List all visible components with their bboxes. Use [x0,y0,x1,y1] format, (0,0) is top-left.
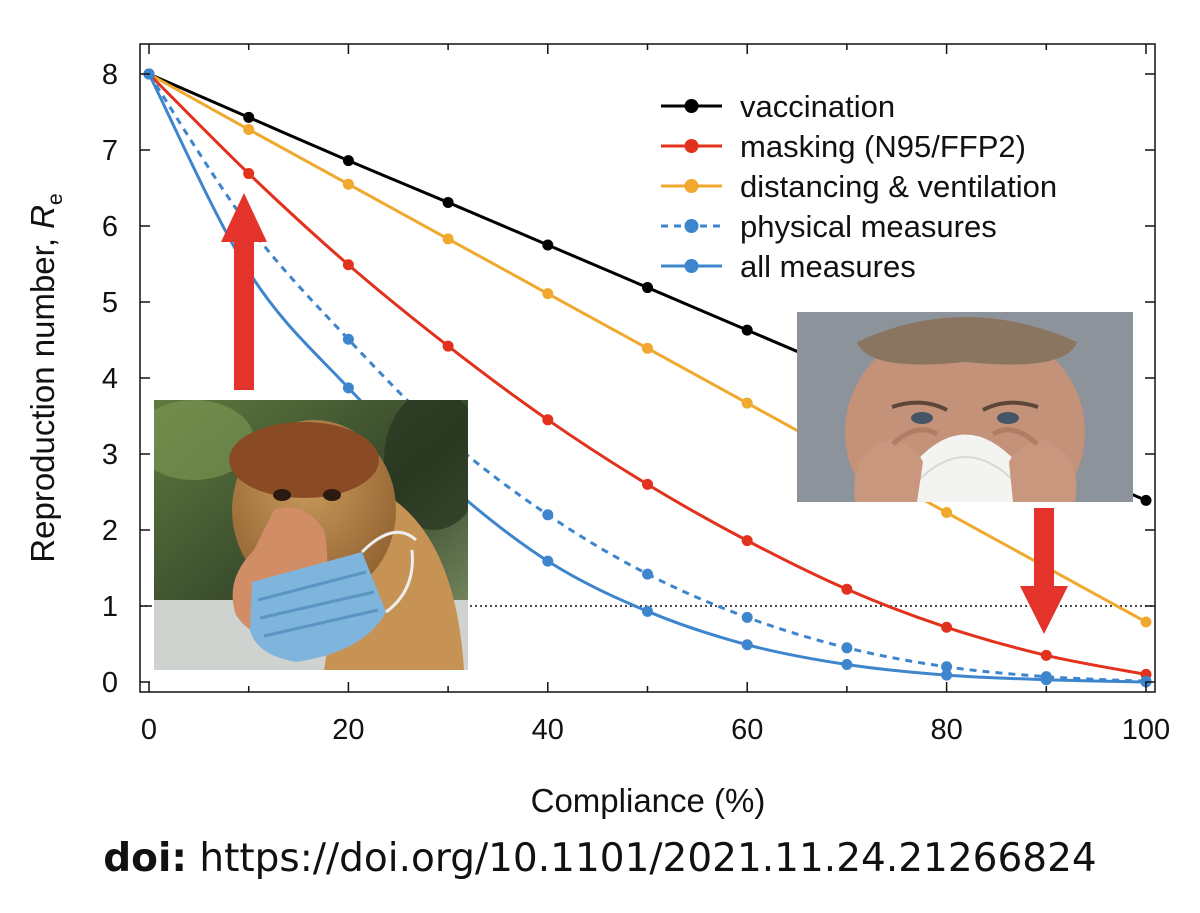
legend-label-masking-n95-ffp2: masking (N95/FFP2) [740,129,1026,164]
data-point-all-measures [642,605,653,617]
legend-marker-masking-n95-ffp2 [684,139,699,153]
doi-url: https://doi.org/10.1101/2021.11.24.21266… [199,836,1097,881]
data-point-distancing-ventilation [442,233,454,245]
y-axis-title-symbol: R [24,205,61,229]
data-point-distancing-ventilation [1140,616,1152,628]
data-point-distancing-ventilation [642,342,653,354]
legend-marker-physical-measures [684,219,699,233]
data-point-all-measures [741,639,753,651]
data-point-vaccination [642,282,653,294]
x-tick-label: 0 [141,714,157,746]
data-point-distancing-ventilation [542,288,554,300]
axis-tick-labels: 0 20 40 60 80 100 0 1 2 3 4 5 6 7 8 [102,59,1170,746]
data-point-physical-measures [941,661,953,673]
up-arrow [221,193,267,390]
y-tick-label: 8 [102,59,118,91]
data-point-physical-measures [841,642,853,654]
data-point-all-measures [542,555,554,567]
data-point-physical-measures [342,333,354,345]
data-point-physical-measures [642,568,653,580]
data-point-vaccination [542,239,554,251]
y-tick-label: 0 [102,667,118,699]
data-point-vaccination [442,196,454,208]
legend-label-all-measures: all measures [740,249,916,284]
data-point-vaccination [243,111,255,123]
data-point-masking-n95-ffp2 [941,621,953,633]
data-point-masking-n95-ffp2 [243,168,255,180]
legend: vaccination masking (N95/FFP2) distancing … [661,89,1057,284]
doi-label: doi: [103,836,187,881]
y-tick-label: 4 [102,363,118,395]
data-point-distancing-ventilation [941,507,953,519]
data-point-all-measures [342,382,354,394]
doi-footer: doi: https://doi.org/10.1101/2021.11.24.… [0,836,1200,881]
legend-label-distancing-ventilation: distancing & ventilation [740,169,1057,204]
monkey-mask-photo [154,400,468,670]
man-respirator-illustration [797,312,1133,502]
y-axis-title-text: Reproduction number, [24,229,61,563]
axis-ticks [140,44,1155,692]
down-arrow [1020,508,1068,634]
x-tick-label: 20 [332,714,364,746]
x-tick-label: 60 [731,714,763,746]
data-point-masking-n95-ffp2 [1040,649,1052,661]
data-point-all-measures [1040,674,1052,686]
data-point-masking-n95-ffp2 [741,535,753,547]
y-tick-label: 7 [102,135,118,167]
y-axis-title: Reproduction number, Re [24,193,67,562]
man-respirator-photo [797,312,1133,502]
y-tick-label: 6 [102,211,118,243]
data-point-vaccination [342,155,354,167]
y-tick-label: 5 [102,287,118,319]
data-point-masking-n95-ffp2 [442,340,454,352]
data-point-all-measures [941,669,953,681]
legend-label-physical-measures: physical measures [740,209,997,244]
data-point-vaccination [741,324,753,336]
data-point-distancing-ventilation [342,178,354,190]
data-point-masking-n95-ffp2 [642,478,653,490]
legend-label-vaccination: vaccination [740,89,895,124]
x-tick-label: 100 [1122,714,1170,746]
data-point-masking-n95-ffp2 [542,414,554,426]
data-point-vaccination [1140,494,1152,506]
y-tick-label: 1 [102,591,118,623]
data-point-masking-n95-ffp2 [342,259,354,271]
data-point-distancing-ventilation [741,397,753,409]
y-axis-title-subscript: e [44,193,67,205]
y-tick-label: 3 [102,439,118,471]
x-axis-title: Compliance (%) [531,782,766,819]
data-point-distancing-ventilation [243,123,255,135]
legend-marker-all-measures [684,259,699,273]
x-tick-label: 40 [532,714,564,746]
monkey-mask-illustration [154,400,468,670]
x-tick-label: 80 [930,714,962,746]
y-tick-label: 2 [102,515,118,547]
data-point-physical-measures [741,611,753,623]
legend-marker-distancing-ventilation [684,179,699,193]
series-line-physical-measures [147,73,1147,683]
data-point-all-measures [841,659,853,671]
data-point-physical-measures [542,509,554,521]
data-point-masking-n95-ffp2 [841,583,853,595]
legend-marker-vaccination [684,99,699,113]
series-line-masking-n95-ffp2 [147,72,1147,676]
